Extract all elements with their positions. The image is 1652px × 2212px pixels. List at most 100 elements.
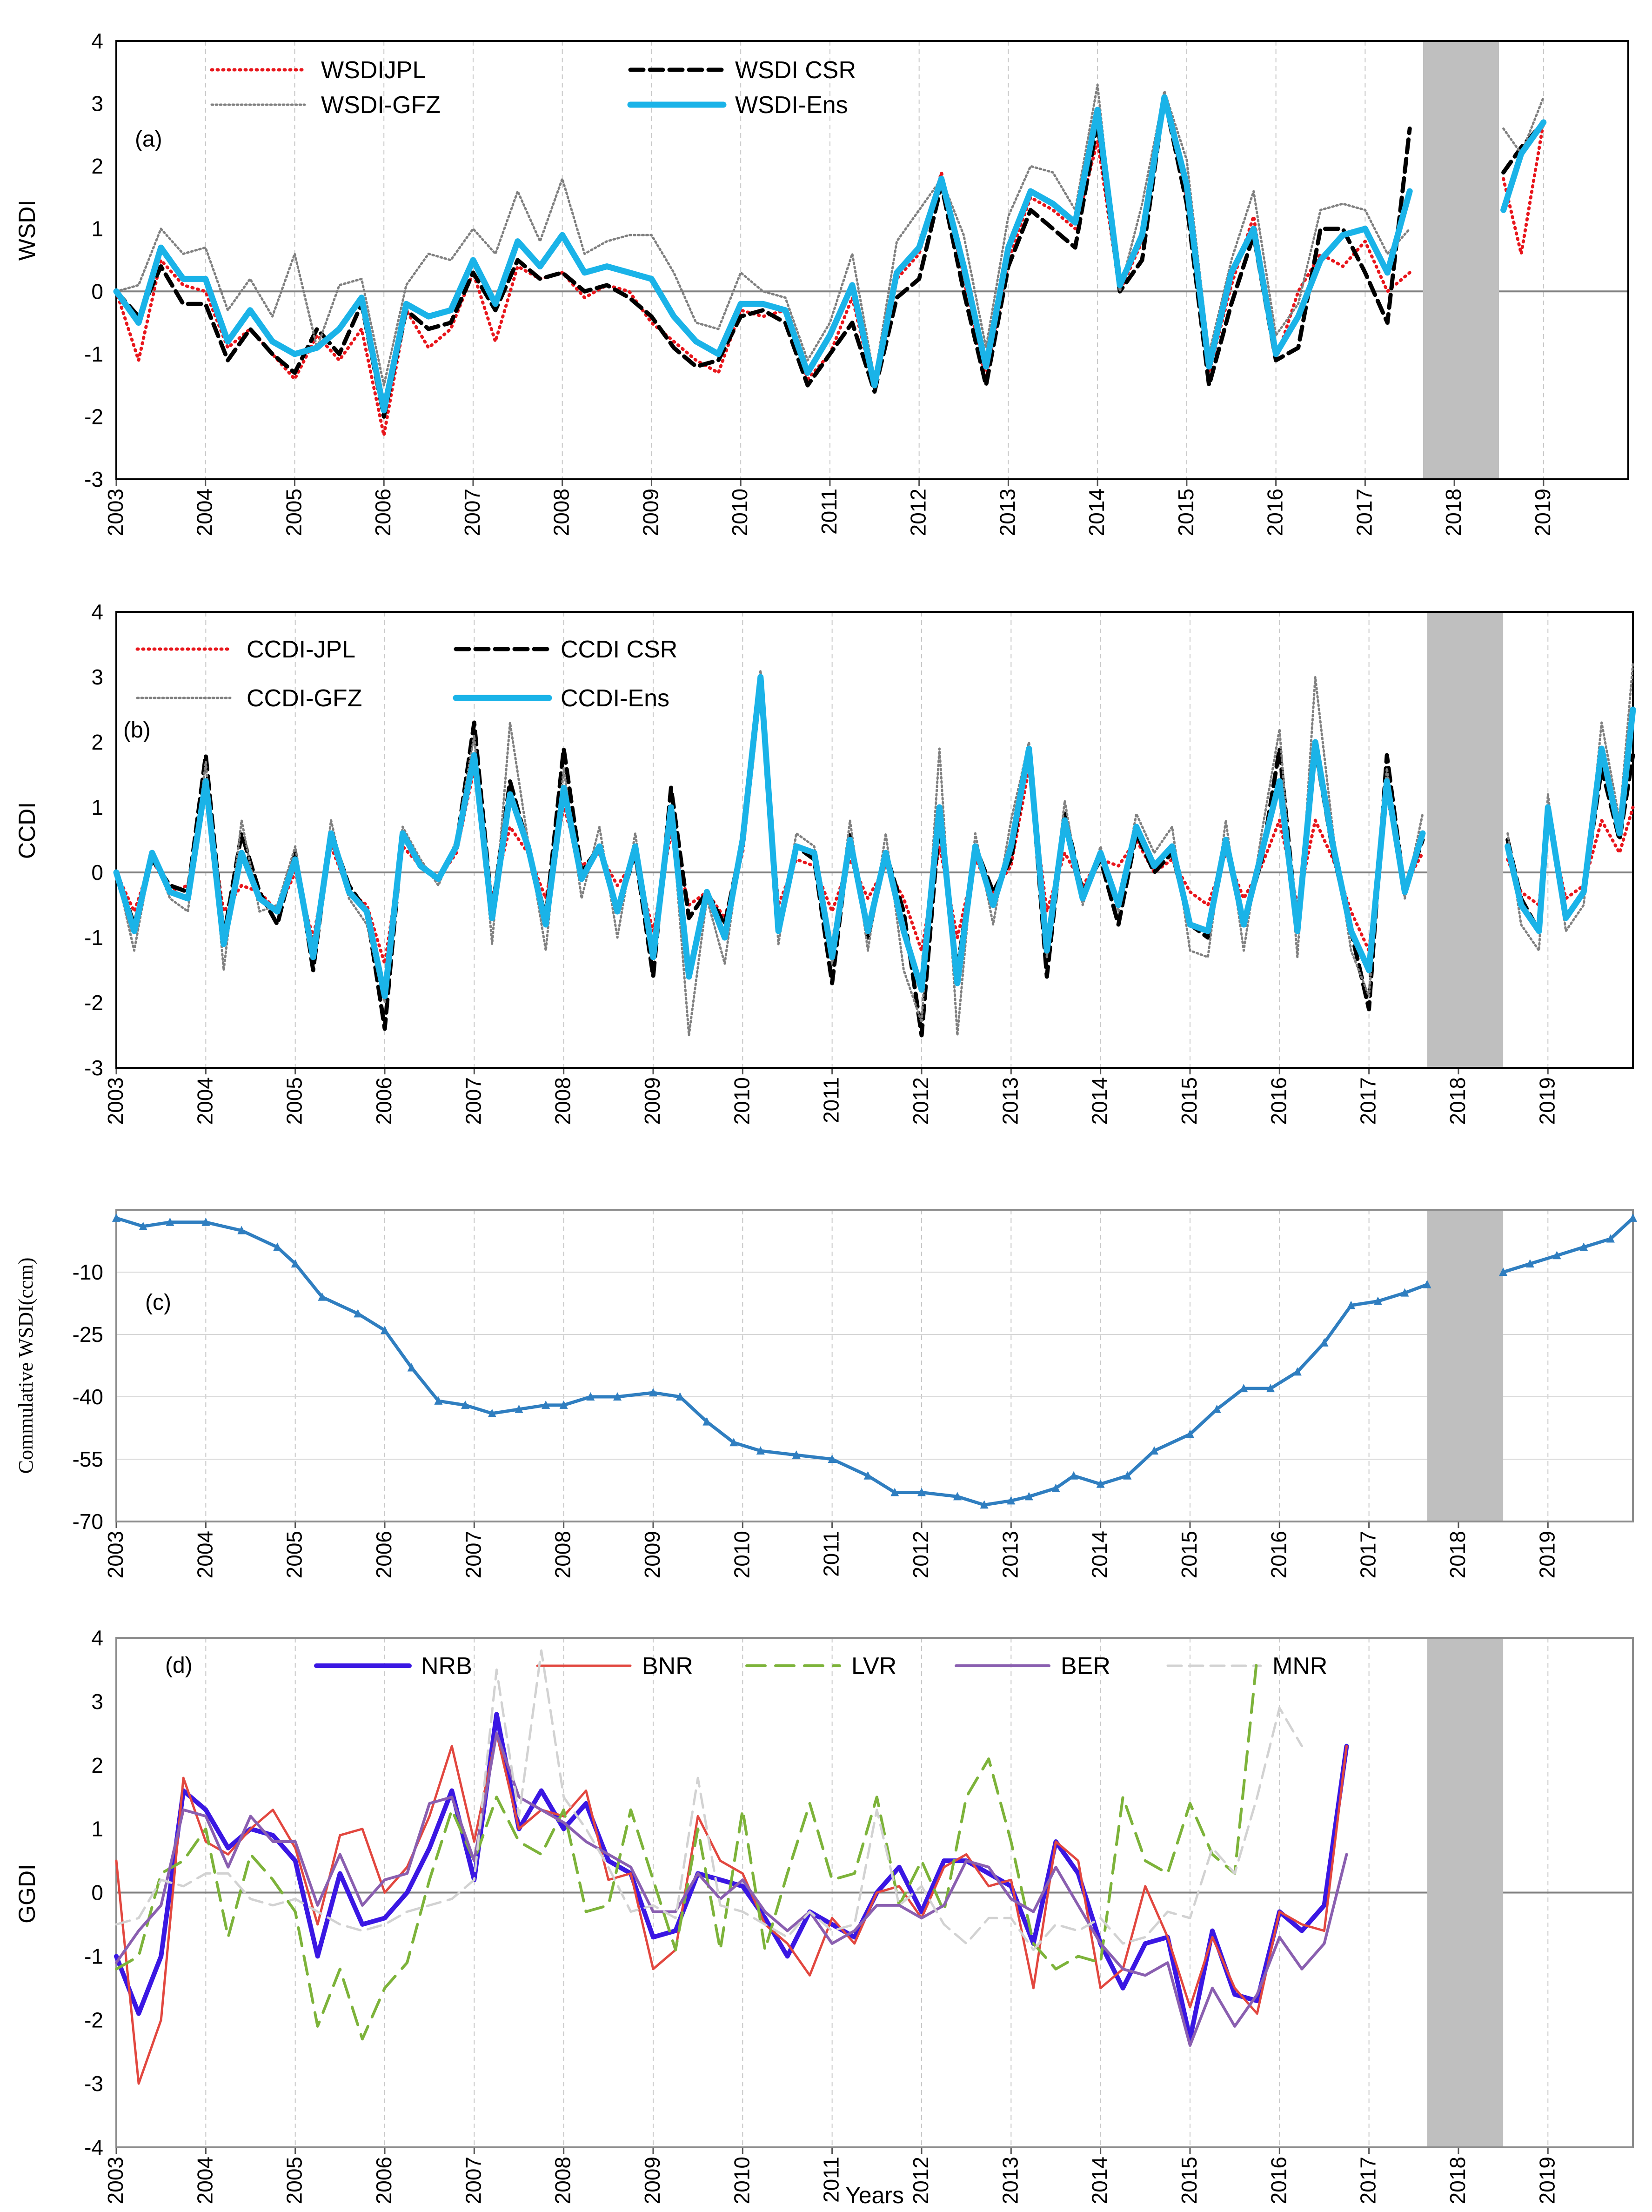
panel-d-xtick-label: 2009: [640, 2157, 664, 2204]
panel-b-ytick-label: 4: [91, 600, 103, 624]
legend-d-mnr-label: MNR: [1272, 1653, 1327, 1680]
panel-c-data-gap-band: [1427, 1210, 1504, 1522]
panel-a-ytick-label: -1: [84, 342, 103, 366]
panel-b-ylabel: CCDI: [14, 802, 40, 859]
series-marker: [354, 1309, 362, 1318]
series-marker: [515, 1404, 523, 1413]
panel-a-xtick-label: 2017: [1352, 489, 1376, 536]
series-marker: [1629, 1213, 1637, 1222]
panel-d-ytick-label: -1: [84, 1944, 103, 1968]
panel-a-xtick-label: 2018: [1441, 489, 1465, 536]
series-marker: [1212, 1404, 1221, 1413]
panel-c-xtick-label: 2004: [193, 1531, 217, 1578]
series-marker: [1266, 1384, 1275, 1393]
series-marker: [613, 1392, 622, 1401]
panel-a-ytick-label: 0: [91, 279, 103, 303]
panel-a-xtick-label: 2016: [1263, 489, 1287, 536]
panel-c-xtick-label: 2013: [998, 1531, 1022, 1578]
panel-b-ytick-label: 1: [91, 795, 103, 819]
panel-a-wsdi: 2003 2004 2005 2006 2007 2008 2009 2010 2011 2012…: [14, 29, 1629, 536]
panel-b-legend: CCDI-JPL CCDI-GFZ CCDI CSR CCDI-Ens: [135, 636, 677, 712]
legend-a-gfz-label: WSDI-GFZ: [321, 92, 441, 119]
panel-b-ccdi: 2003 2004 2005 2006 2007 2008 2009 2010 2011 2012…: [14, 600, 1636, 1125]
panel-c-xtick-label: 2014: [1088, 1531, 1112, 1578]
series-line-ccdi-gfz: [1506, 663, 1634, 952]
panel-c-xtick-label: 2005: [282, 1531, 307, 1578]
series-line-commulative-wsdi: [114, 1216, 1429, 1507]
panel-d-xtick-label: 2016: [1266, 2157, 1291, 2204]
panel-d-ytick-label: -3: [84, 2071, 103, 2096]
panel-c-xtick-label: 2011: [819, 1531, 843, 1577]
series-marker: [1347, 1300, 1356, 1309]
panel-d-xtick-label: 2017: [1356, 2157, 1380, 2204]
series-marker: [139, 1221, 147, 1230]
legend-a-ens-label: WSDI-Ens: [735, 92, 848, 119]
panel-c-cumulative: 2003 2004 2005 2006 2007 2008 2009 2010 2011 2012…: [14, 1209, 1637, 1578]
panel-c-xtick-label: 2012: [909, 1531, 933, 1578]
panel-a-legend: WSDIJPL WSDI-GFZ WSDI CSR WSDI-Ens: [210, 57, 856, 119]
panel-b-frame: [115, 611, 1634, 1069]
panel-d-ggdi: 2003 2004 2005 2006 2007 2008 2009 2010 2011 2012…: [14, 1626, 1634, 2208]
series-marker: [649, 1388, 657, 1397]
panel-d-xtick-label: 2010: [729, 2157, 754, 2204]
panel-d-ytick-label: -2: [84, 2008, 103, 2032]
legend-d-lvr-label: LVR: [851, 1653, 896, 1680]
series-line-ber: [115, 1732, 1348, 2047]
panel-d-xtick-label: 2013: [998, 2157, 1022, 2204]
series-marker: [1123, 1471, 1132, 1480]
panel-a-data-gap-band: [1423, 41, 1499, 479]
panel-a-xtick-label: 2012: [906, 489, 930, 536]
panel-c-xtick-label: 2017: [1356, 1531, 1380, 1578]
panel-a-xtick-label: 2010: [728, 489, 752, 536]
panel-d-xtick-label: 2008: [551, 2157, 575, 2204]
panel-c-ytick-label: -55: [73, 1447, 103, 1471]
panel-b-xtick-label: 2007: [461, 1077, 485, 1125]
series-line-wsdijpl: [114, 95, 1411, 437]
panel-d-frame: [115, 1637, 1634, 2148]
series-marker: [1400, 1288, 1409, 1297]
series-marker: [863, 1471, 872, 1480]
series-marker: [828, 1455, 836, 1463]
series-marker: [1423, 1280, 1431, 1288]
series-marker: [917, 1488, 926, 1496]
panel-a-ytick-label: 3: [91, 92, 103, 116]
series-marker: [488, 1408, 496, 1417]
series-line-wsdi-gfz: [1502, 96, 1545, 155]
panel-a-xtick-label: 2006: [371, 489, 395, 536]
panel-b-xtick-label: 2009: [640, 1077, 664, 1125]
series-marker: [756, 1446, 765, 1455]
x-axis-title: Years: [845, 2182, 904, 2208]
panel-c-xtick-label: 2018: [1445, 1531, 1470, 1578]
series-marker: [729, 1438, 738, 1447]
series-line-wsdi-csr: [114, 95, 1412, 419]
panel-b-label: (b): [123, 718, 151, 743]
series-marker: [980, 1500, 989, 1509]
series-marker: [542, 1400, 550, 1409]
series-marker: [792, 1450, 801, 1459]
series-marker: [407, 1363, 416, 1372]
panel-d-xtick-label: 2014: [1088, 2157, 1112, 2204]
panel-b-xtick-label: 2014: [1088, 1077, 1112, 1125]
panel-d-xtick-label: 2003: [103, 2157, 127, 2204]
panel-b-xtick-label: 2019: [1535, 1077, 1559, 1125]
legend-a-csr-label: WSDI CSR: [735, 57, 856, 84]
series-marker: [291, 1259, 300, 1268]
panel-d-ytick-label: 2: [91, 1753, 103, 1777]
panel-b-xtick-label: 2015: [1177, 1077, 1201, 1125]
panel-c-xtick-label: 2015: [1177, 1531, 1201, 1578]
series-marker: [586, 1392, 595, 1401]
panel-a-label: (a): [135, 127, 162, 152]
panel-c-xtick-label: 2006: [372, 1531, 396, 1578]
panel-a-xtick-label: 2004: [193, 489, 217, 536]
series-marker: [434, 1396, 443, 1405]
panel-b-ytick-label: -2: [84, 991, 103, 1015]
series-marker: [1150, 1446, 1159, 1455]
series-marker: [273, 1242, 282, 1251]
panel-c-ytick-label: -25: [73, 1322, 103, 1347]
series-marker: [1239, 1384, 1248, 1393]
panel-a-ytick-label: 4: [91, 29, 103, 53]
series-line-ccdi-csr: [1505, 753, 1635, 933]
panel-d-legend: NRB BNR LVR BER MNR: [314, 1653, 1327, 1680]
panel-b-xtick-label: 2008: [551, 1077, 575, 1125]
panel-a-ytick-label: 1: [91, 217, 103, 241]
